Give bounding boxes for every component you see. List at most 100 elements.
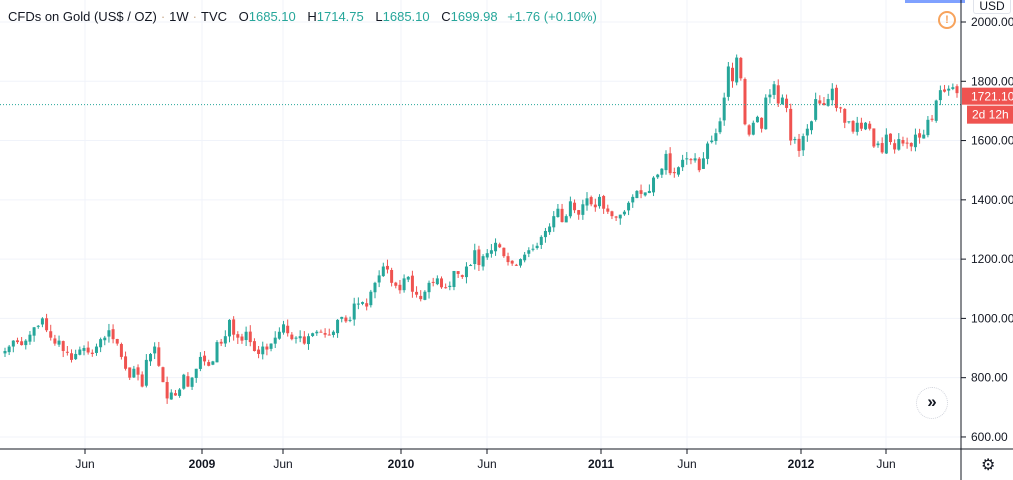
double-chevron-right-icon[interactable]: » xyxy=(916,387,948,419)
y-tick-label: 1800.00 xyxy=(971,74,1013,88)
interval[interactable]: 1W xyxy=(169,9,189,24)
candle-body xyxy=(922,134,926,139)
candle-body xyxy=(556,208,560,218)
candle-body xyxy=(585,198,589,206)
currency-button[interactable]: USD xyxy=(973,0,1011,14)
candle xyxy=(248,325,252,347)
candle xyxy=(477,245,481,272)
candle-body xyxy=(597,196,601,207)
candle-body xyxy=(847,121,851,123)
candle-body xyxy=(298,336,302,339)
candle xyxy=(311,332,315,338)
candle-body xyxy=(311,333,315,336)
symbol-name[interactable]: CFDs on Gold (US$ / OZ) xyxy=(8,9,157,24)
candle xyxy=(240,333,244,344)
candle xyxy=(635,190,639,199)
candle xyxy=(627,201,631,216)
candle xyxy=(676,166,680,177)
candle-body xyxy=(689,159,693,161)
x-tick-label: 2012 xyxy=(788,457,815,471)
candle xyxy=(435,275,439,286)
candle-body xyxy=(190,377,194,387)
candle-body xyxy=(232,319,236,335)
candle xyxy=(28,331,32,345)
candle-body xyxy=(589,197,593,205)
candle xyxy=(423,290,427,301)
gear-icon[interactable]: ⚙ xyxy=(981,457,996,474)
candle-body xyxy=(768,94,772,98)
candle xyxy=(269,343,273,352)
warning-circle-icon[interactable]: ! xyxy=(938,11,956,29)
x-tick-label: 2010 xyxy=(388,457,415,471)
y-tick-label: 1400.00 xyxy=(971,193,1013,207)
close-value: 1699.98 xyxy=(450,9,498,24)
candle-body xyxy=(635,190,639,199)
candle-body xyxy=(697,158,701,171)
candle-body xyxy=(211,361,215,365)
candle-body xyxy=(764,97,768,130)
candle xyxy=(469,263,473,267)
candle-body xyxy=(394,282,398,286)
candle xyxy=(394,281,398,289)
candle xyxy=(926,116,930,138)
candle xyxy=(652,176,656,197)
candle-body xyxy=(897,139,901,150)
candle xyxy=(560,203,564,223)
candle-body xyxy=(32,327,36,336)
candle xyxy=(805,124,809,142)
candle-body xyxy=(789,108,793,141)
candle xyxy=(685,152,689,165)
candle xyxy=(178,388,182,398)
candle xyxy=(764,94,768,130)
candle-body xyxy=(45,318,49,331)
candle-body xyxy=(951,87,955,89)
candle-body xyxy=(577,210,581,215)
candle xyxy=(830,83,834,106)
candle xyxy=(793,136,797,144)
candle-body xyxy=(186,376,190,387)
candle xyxy=(190,376,194,390)
candle xyxy=(244,326,248,346)
candle xyxy=(53,334,57,346)
candle xyxy=(872,128,876,148)
candle-body xyxy=(406,276,410,280)
candle-body xyxy=(435,278,439,285)
candle-body xyxy=(830,88,834,101)
candle-body xyxy=(485,253,489,258)
candle xyxy=(731,62,735,88)
candle xyxy=(440,276,444,289)
candle xyxy=(581,199,585,220)
candle xyxy=(922,129,926,139)
candle-body xyxy=(273,337,277,344)
candle xyxy=(897,133,901,151)
candle-body xyxy=(880,143,884,153)
candle-body xyxy=(227,319,231,337)
candle xyxy=(319,329,323,333)
candle-body xyxy=(419,295,423,300)
candle-body xyxy=(681,159,685,168)
candle xyxy=(173,389,177,396)
candle-body xyxy=(627,202,631,211)
candle-body xyxy=(57,340,61,345)
candle xyxy=(722,92,726,126)
low-label: L xyxy=(375,9,383,24)
candle xyxy=(182,373,186,390)
candle xyxy=(955,84,959,98)
x-tick-label: Jun xyxy=(876,457,895,471)
candle-body xyxy=(111,329,115,340)
candle-body xyxy=(381,266,385,277)
candle xyxy=(398,279,402,294)
candle-body xyxy=(872,128,876,147)
candle-body xyxy=(701,158,705,169)
candle-body xyxy=(323,333,327,335)
countdown-label: 2d 12h xyxy=(972,108,1009,122)
candle-body xyxy=(107,330,111,337)
candle-body xyxy=(119,344,123,357)
candle xyxy=(94,343,98,356)
candle xyxy=(186,372,190,388)
candle xyxy=(460,274,464,279)
candle xyxy=(631,194,635,208)
candle-body xyxy=(593,204,597,208)
candle-body xyxy=(610,211,614,217)
